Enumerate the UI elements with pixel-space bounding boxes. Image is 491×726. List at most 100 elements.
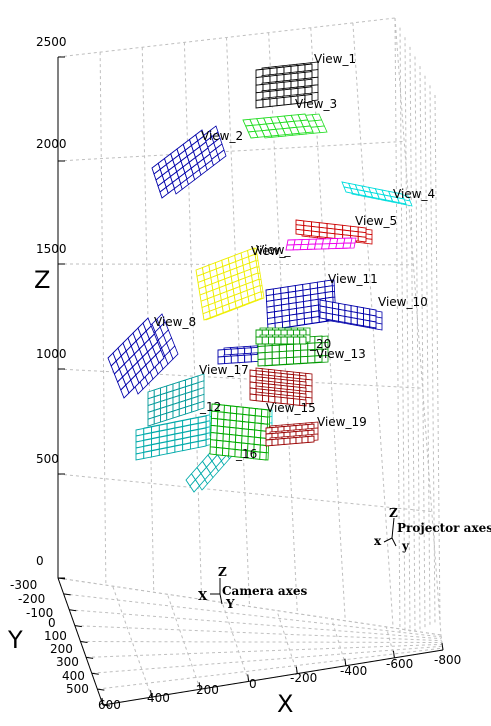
board-cell — [259, 451, 267, 461]
x-tick-n400: -400 — [340, 664, 367, 678]
y-tick-3: 0 — [48, 616, 56, 630]
view-label: View_19 — [317, 415, 367, 429]
board-cell — [280, 336, 288, 345]
side-gridline — [419, 66, 426, 628]
board-cell — [295, 436, 303, 444]
x-tick-mark — [295, 666, 298, 674]
y-tick-4: 100 — [44, 629, 67, 643]
y-tick-8: 500 — [66, 682, 89, 696]
board-cell — [264, 345, 273, 354]
board-cell — [325, 312, 333, 321]
y-tick-0: -300 — [10, 578, 37, 592]
board-cell — [293, 336, 301, 345]
camera-axis-x: X — [198, 589, 208, 603]
view-board-16 — [265, 421, 319, 447]
view-label: View_ — [251, 244, 286, 258]
y-tick-mark — [97, 688, 105, 691]
view-board-4 — [341, 181, 413, 207]
board-cell — [343, 237, 353, 244]
board-cell — [244, 354, 252, 363]
view-label: View_11 — [328, 272, 378, 286]
board-cell — [331, 313, 340, 322]
z-tick-0: 0 — [36, 554, 44, 568]
floor-gridline — [385, 626, 395, 658]
y-tick-mark — [102, 704, 111, 707]
axis-lines — [57, 56, 444, 707]
board-cell — [268, 336, 276, 345]
y-tick-6: 300 — [56, 655, 79, 669]
view-label: View_ — [256, 243, 291, 257]
side-gridline — [399, 27, 406, 634]
x-tick-mark — [441, 642, 444, 651]
camera-axes: Z X Y Camera axes — [198, 565, 307, 611]
view-label: View_13 — [316, 347, 366, 361]
board-cell — [342, 242, 352, 249]
board-cell — [249, 393, 257, 402]
view-board-9 — [319, 299, 383, 331]
board-cell — [271, 344, 280, 353]
x-axis-label: X — [277, 690, 293, 718]
y-tick-5: 200 — [50, 642, 73, 656]
board-cell — [285, 356, 295, 365]
view-board-2 — [151, 125, 227, 199]
board-cell — [210, 417, 219, 427]
board-cell — [166, 445, 176, 455]
board-cell — [311, 230, 320, 238]
board-cell — [293, 349, 302, 358]
x-tick-mark — [101, 697, 104, 706]
x-tick-600: 600 — [98, 698, 121, 712]
board-cell — [286, 336, 294, 345]
view-board-14 — [209, 403, 271, 461]
view-label: View_5 — [355, 214, 397, 228]
board-cell — [300, 355, 309, 364]
board-cell — [209, 439, 218, 449]
x-tick-400: 400 — [147, 691, 170, 705]
view-label: _16 — [235, 447, 257, 461]
board-cell — [143, 450, 153, 459]
board-cell — [185, 404, 193, 415]
y-tick-2: -100 — [26, 606, 53, 620]
board-cell — [182, 442, 191, 452]
board-cell — [296, 318, 306, 327]
floor-gridline — [74, 625, 442, 642]
back-gridline — [394, 17, 442, 636]
board-cell — [307, 355, 316, 364]
x-tick-n200: -200 — [290, 671, 317, 685]
board-cell — [221, 447, 230, 457]
board-cell — [303, 317, 313, 325]
board-cell — [261, 336, 269, 345]
view-label: View_10 — [378, 295, 428, 309]
board-cell — [230, 355, 239, 364]
board-cell — [274, 336, 282, 345]
calibration-views: View_1View_2View_3View_4View_5View_View_… — [107, 52, 435, 493]
view-label: View_17 — [199, 363, 249, 377]
board-cell — [178, 406, 186, 417]
board-cell — [278, 357, 287, 366]
floor-gridline — [97, 647, 443, 690]
board-cell — [257, 358, 266, 367]
board-cell — [304, 93, 313, 104]
view-board-11 — [135, 413, 215, 461]
back-gridline — [99, 52, 107, 586]
side-gridline — [394, 17, 401, 636]
board-cell — [302, 125, 314, 134]
board-cell — [257, 352, 266, 360]
projector-axes: Z x y Projector axes — [374, 506, 491, 553]
board-cell-back — [305, 372, 313, 381]
board-cell — [151, 448, 160, 458]
view-label: _12 — [199, 400, 221, 414]
board-cell — [255, 99, 264, 109]
board-cell — [174, 444, 184, 453]
board-cell — [299, 398, 307, 407]
board-cell — [283, 96, 292, 106]
board-cell — [237, 354, 246, 364]
board-cell — [210, 424, 218, 434]
board-cell — [276, 96, 285, 107]
floor-gridline — [276, 610, 298, 674]
floor-gridline — [166, 594, 201, 690]
view-board-6 — [285, 237, 357, 251]
board-cell — [254, 291, 263, 302]
view-label: _20 — [309, 337, 331, 351]
board-cell — [271, 357, 280, 366]
